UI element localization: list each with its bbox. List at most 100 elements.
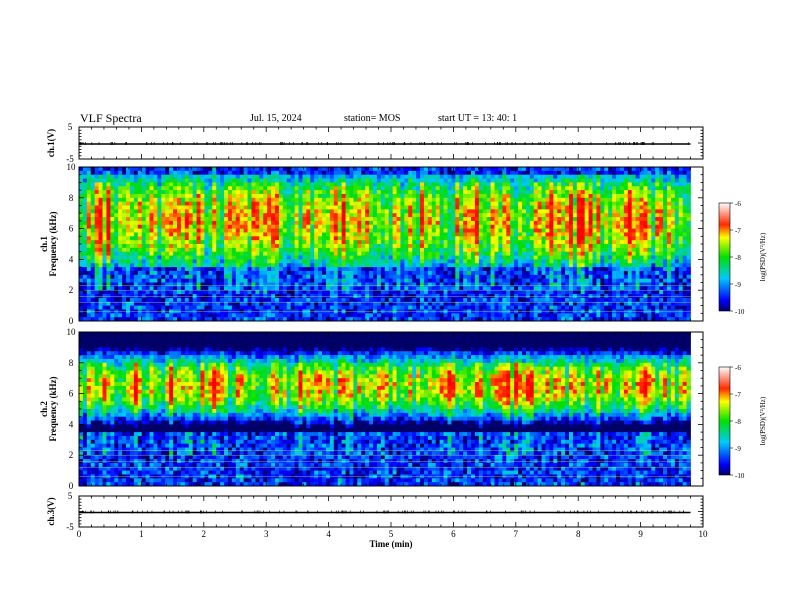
ch1-spectrogram-cell xyxy=(498,297,503,303)
ch1-spectrogram-cell xyxy=(126,193,131,199)
ch1-spectrogram-cell xyxy=(404,259,409,264)
ch1-spectrogram-cell xyxy=(90,167,96,172)
ch1-spectrogram-cell xyxy=(459,251,464,256)
ch1-spectrogram-cell xyxy=(447,201,452,206)
ch1-spectrogram-cell xyxy=(98,305,103,310)
ch1-spectrogram-cell xyxy=(145,201,150,206)
ch1-spectrogram-cell xyxy=(239,267,244,272)
ch1-spectrogram-cell xyxy=(376,170,382,176)
ch1-spectrogram-cell xyxy=(490,247,495,253)
ch1-spectrogram-cell xyxy=(149,190,154,195)
ch1-spectrogram-cell xyxy=(416,205,421,210)
ch1-spectrogram-cell xyxy=(486,209,491,214)
ch1-spectrogram-cell xyxy=(180,255,186,260)
ch1-spectrogram-cell xyxy=(478,240,484,245)
ch1-spectrogram-cell xyxy=(349,236,354,241)
ch1-spectrogram-cell xyxy=(90,244,96,249)
ch1-spectrogram-cell xyxy=(345,232,350,237)
ch1-spectrogram-cell xyxy=(224,167,229,172)
ch1-spectrogram-cell xyxy=(408,274,413,279)
ch1-spectrogram-cell xyxy=(322,209,327,214)
ch1-waveform-panel xyxy=(78,126,704,160)
ch1-spectrogram-cell xyxy=(208,197,213,202)
ch1-spectrogram-cell xyxy=(353,167,358,172)
ch1-spectrogram-cell xyxy=(447,305,452,310)
ch1-spectrogram-cell xyxy=(184,297,190,303)
ch1-spectrogram-cell xyxy=(447,286,452,291)
ch1-spectrogram-cell xyxy=(537,259,542,264)
ch1-spectrogram-cell xyxy=(318,167,323,172)
ch1-spectrogram-cell xyxy=(286,213,292,218)
ch1-spectrogram-cell xyxy=(459,167,464,172)
ch1-spectrogram-cell xyxy=(141,255,146,260)
ch1-spectrogram-cell xyxy=(165,247,170,253)
ch1-spectrogram-cell xyxy=(451,193,456,199)
ch1-spectrogram-cell xyxy=(427,182,433,187)
ch1-spectrogram-cell xyxy=(216,313,221,318)
ch1-spectrogram-cell xyxy=(98,251,103,256)
ch1-spectrogram-cell xyxy=(392,193,397,199)
ch1-spectrogram-cell xyxy=(345,270,350,276)
ch1-spectrogram-cell xyxy=(412,240,417,245)
ch1-spectrogram-cell xyxy=(494,267,499,272)
ch1-spectrogram-cell xyxy=(169,186,174,191)
ch1-spectrogram-cell xyxy=(376,193,382,199)
ch1-spectrogram-cell xyxy=(157,205,162,210)
ch1-spectrogram-cell xyxy=(447,282,452,287)
ch1-spectrogram-cell xyxy=(498,170,503,176)
ch1-spectrogram-cell xyxy=(137,317,143,322)
ch1-spectrogram-cell xyxy=(369,170,374,176)
ch1-spectrogram-cell xyxy=(302,186,307,191)
ch1-spectrogram-cell xyxy=(275,247,280,253)
ch1-spectrogram-cell xyxy=(529,305,535,310)
ch1-spectrogram-cell xyxy=(498,267,503,272)
ch1-spectrogram-cell xyxy=(212,305,217,310)
ch1-spectrogram-cell xyxy=(286,301,292,306)
ch1-spectrogram-cell xyxy=(380,259,386,264)
ch1-spectrogram-cell xyxy=(306,201,311,206)
ch1-spectrogram-cell xyxy=(380,282,386,287)
ch1-spectrogram-cell xyxy=(220,167,225,172)
ch1-spectrogram-cell xyxy=(474,301,480,306)
ch1-spectrogram-cell xyxy=(412,213,417,218)
ch1-spectrogram-cell xyxy=(86,317,92,322)
ch1-spectrogram-cell xyxy=(165,213,170,218)
ch1-spectrogram-cell xyxy=(290,193,295,199)
ch1-spectrogram-cell xyxy=(459,217,464,222)
ch1-spectrogram-cell xyxy=(471,170,476,176)
ch1-spectrogram-cell xyxy=(510,247,515,253)
ch1-spectrogram-cell xyxy=(169,217,174,222)
ch1-spectrogram-cell xyxy=(498,190,503,195)
ch1-spectrogram-cell xyxy=(431,217,437,222)
ch1-spectrogram-cell xyxy=(141,278,146,283)
ch1-spectrogram-cell xyxy=(188,282,194,287)
ch1-spectrogram-cell xyxy=(333,251,339,256)
ch1-spectrogram-cell xyxy=(141,270,146,276)
ch1-spectrogram-cell xyxy=(498,313,503,318)
ch1-spectrogram-cell xyxy=(298,213,303,218)
ch1-spectrogram-cell xyxy=(212,244,217,249)
ch1-spectrogram-cell xyxy=(212,228,217,233)
ch1-spectrogram-cell xyxy=(169,282,174,287)
ch1-spectrogram-cell xyxy=(431,190,437,195)
ch1-spectrogram-cell xyxy=(133,317,139,322)
ch1-spectrogram-cell xyxy=(114,278,119,283)
ch1-spectrogram-cell xyxy=(506,255,511,260)
ch1-spectrogram-cell xyxy=(118,178,123,183)
ch1-spectrogram-cell xyxy=(392,170,397,176)
ch1-spectrogram-cell xyxy=(259,201,264,206)
ch1-spectrogram-cell xyxy=(157,170,162,176)
ch1-spectrogram-cell xyxy=(235,286,241,291)
ch1-spectrogram-cell xyxy=(184,186,190,191)
ch1-spectrogram-cell xyxy=(141,213,146,218)
ch1-spectrogram-cell xyxy=(161,174,166,179)
ch1-spectrogram-cell xyxy=(200,186,205,191)
ch1-spectrogram-cell xyxy=(294,282,299,287)
ch1-spectrogram-cell xyxy=(180,270,186,276)
ch1-spectrogram-cell xyxy=(349,313,354,318)
ch1-spectrogram-cell xyxy=(345,167,350,172)
ch1-spectrogram-cell xyxy=(231,305,237,310)
ch1-spectrogram-cell xyxy=(463,286,468,291)
ch1-spectrogram-cell xyxy=(227,270,233,276)
ch1-spectrogram-cell xyxy=(169,274,174,279)
